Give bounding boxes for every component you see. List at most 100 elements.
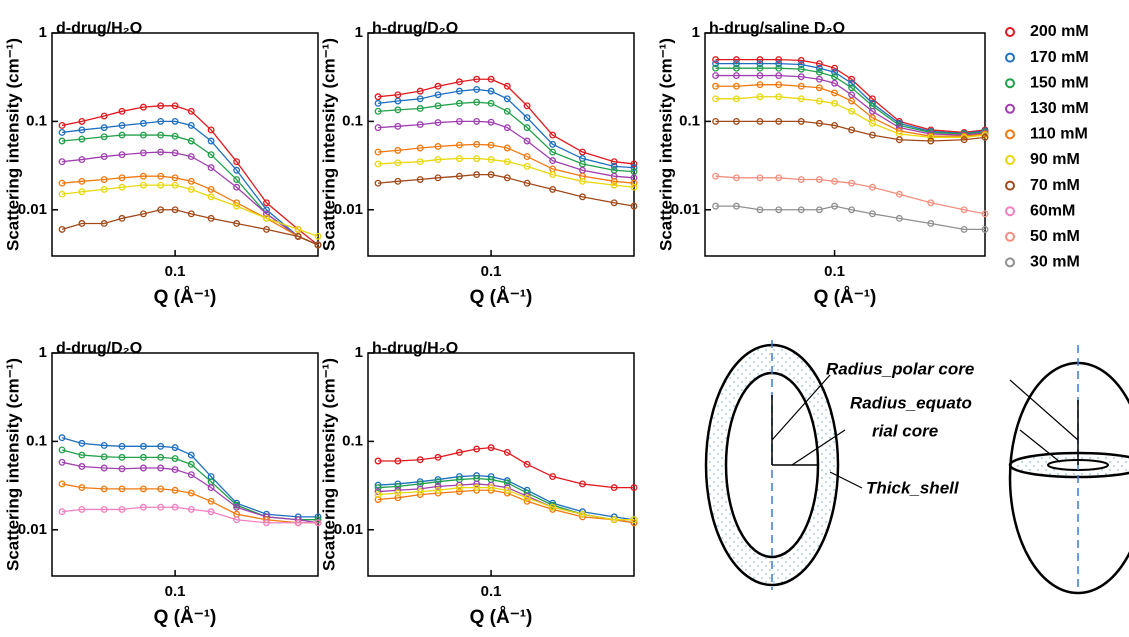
data-point [797,73,805,81]
data-point [775,60,783,68]
data-point [503,144,511,152]
data-point [503,95,511,103]
data-point [815,176,823,183]
data-point [187,121,195,129]
data-point [207,137,215,145]
data-point [416,158,424,166]
data-point [549,501,557,509]
data-point [815,68,823,76]
data-point [139,442,147,450]
y-tick-label: 0.1 [679,112,700,129]
data-point [233,202,241,210]
data-point [171,132,179,140]
data-point [58,225,66,233]
data-point [118,107,126,115]
data-point [157,181,165,189]
data-point [233,516,241,524]
data-point [756,117,764,125]
data-point [523,460,531,468]
diagram-label: Radius_equato [850,393,972,412]
data-point [314,519,322,527]
pointer [829,471,863,489]
data-point [171,181,179,189]
data-point [869,107,876,115]
data-point [434,476,442,484]
data-point [434,82,442,90]
data-point [831,177,839,185]
data-point [139,181,147,189]
data-point [927,199,935,207]
panel: 0.01 0.1 1 0.1 d-drug/D₂O Q (Å⁻¹) Scattering i… [3,340,322,628]
data-point [374,93,382,101]
data-point [78,220,86,227]
x-axis-label: Q (Å⁻¹) [814,287,877,308]
data-point [434,482,442,490]
data-point [549,131,557,139]
data-point [118,465,126,473]
data-point [775,93,783,101]
data-point [549,185,557,193]
data-point [374,160,382,168]
data-point [434,156,442,164]
data-point [374,491,382,499]
data-point [100,133,108,141]
data-point [207,164,215,172]
data-point [187,210,195,218]
data-point [263,199,270,207]
data-point [712,202,720,210]
data-point [487,171,495,179]
data-point [157,503,165,511]
data-point [416,456,424,464]
x-axis-label: Q (Å⁻¹) [470,287,533,308]
data-point [100,505,108,513]
data-point [549,157,557,165]
data-point [712,82,720,90]
data-point [712,64,720,72]
data-point [78,463,86,470]
legend-marker [1005,231,1015,242]
data-point [157,206,165,214]
data-point [263,519,270,527]
legend-label: 60mM [1030,202,1075,219]
data-point [139,119,147,127]
legend-label: 130 mM [1030,100,1089,117]
data-point [58,458,66,466]
data-point [416,87,424,95]
data-point [579,177,586,185]
data-point [233,158,241,166]
data-point [171,117,179,125]
data-point [187,177,195,185]
data-point [58,158,66,166]
data-point [756,60,764,68]
data-point [100,453,108,461]
pointer [1009,379,1079,441]
data-point [100,124,108,132]
y-tick-label: 1 [355,344,363,361]
data-point [434,119,442,127]
legend-marker [1005,257,1015,268]
data-point [473,445,481,453]
data-point [118,183,126,191]
data-point [549,473,557,481]
data-point [171,503,179,511]
panel-title: d-drug/H₂O [56,20,142,37]
data-point [610,177,618,185]
data-point [78,126,86,134]
data-point [831,64,839,72]
data-point [416,95,424,103]
data-point [233,166,241,174]
data-point [712,60,720,68]
y-tick-label: 0.01 [18,201,47,218]
data-point [118,151,126,159]
legend-label: 200 mM [1030,23,1089,40]
data-point [831,89,839,97]
data-point [434,486,442,494]
legend-marker [1005,129,1015,140]
data-point [473,117,481,125]
data-point [171,444,179,452]
data-point [549,140,557,148]
data-point [503,448,511,456]
data-point [503,174,511,182]
data-point [732,72,740,80]
data-point [630,164,638,172]
